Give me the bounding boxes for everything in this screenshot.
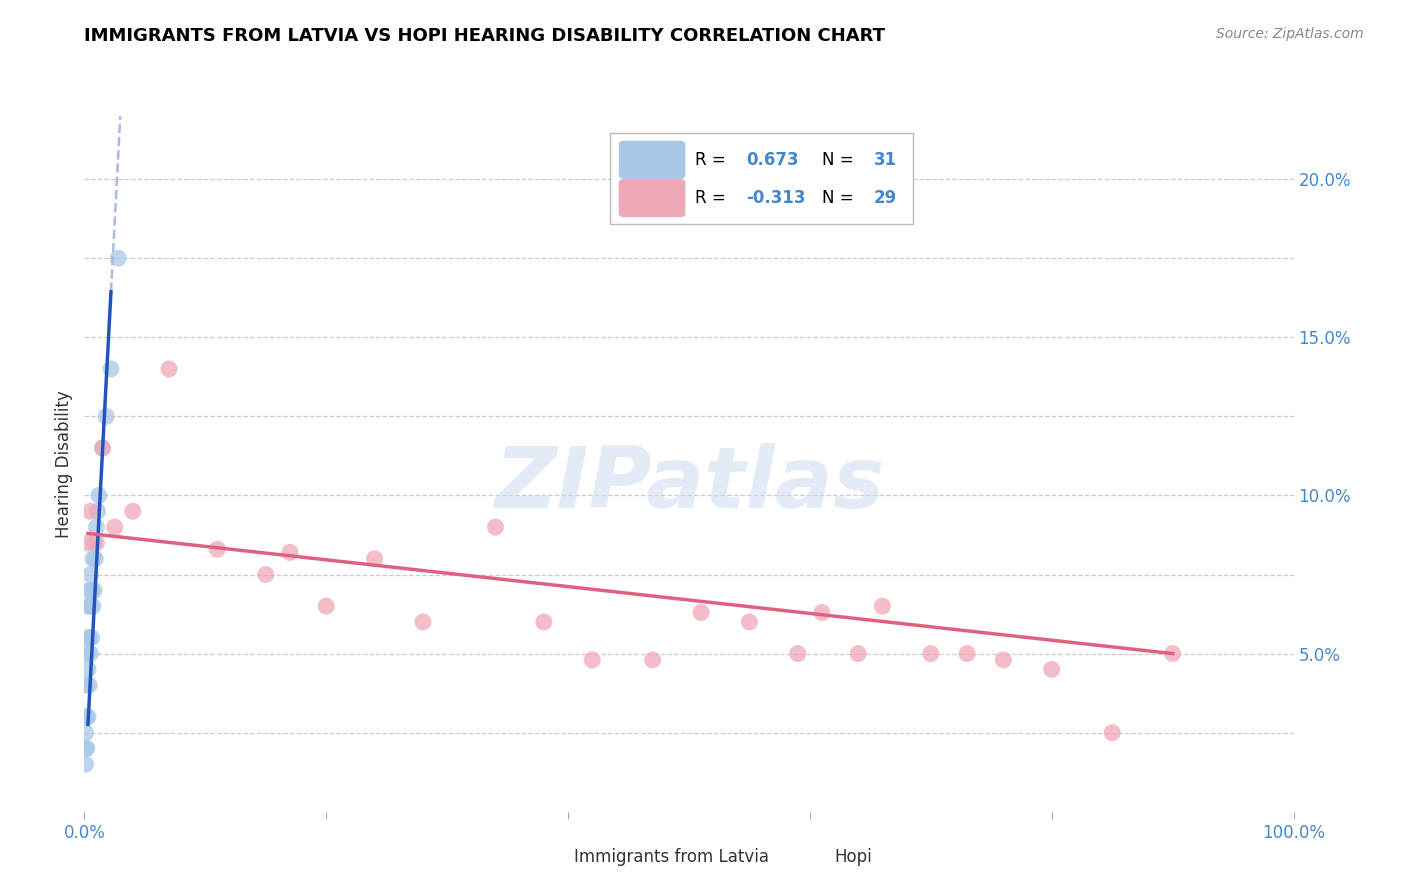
FancyBboxPatch shape — [770, 842, 825, 871]
Point — [91, 441, 114, 455]
Point — [100, 362, 122, 376]
Point — [77, 631, 100, 645]
Point — [86, 520, 108, 534]
Point — [121, 504, 143, 518]
Point — [484, 520, 506, 534]
Point — [80, 583, 103, 598]
FancyBboxPatch shape — [619, 179, 685, 217]
Point — [254, 567, 277, 582]
Text: Immigrants from Latvia: Immigrants from Latvia — [574, 848, 769, 866]
Point — [75, 741, 97, 756]
Text: 31: 31 — [875, 151, 897, 169]
Point — [738, 615, 761, 629]
Point — [79, 647, 101, 661]
Point — [77, 536, 100, 550]
Point — [77, 631, 100, 645]
Point — [86, 504, 108, 518]
Text: Hopi: Hopi — [834, 848, 872, 866]
Point — [86, 536, 108, 550]
Point — [75, 757, 97, 772]
Text: R =: R = — [695, 189, 731, 207]
Point — [79, 567, 101, 582]
Point — [84, 551, 107, 566]
Point — [956, 647, 979, 661]
Point — [94, 409, 117, 424]
Text: N =: N = — [823, 151, 859, 169]
Point — [76, 647, 98, 661]
Text: 0.673: 0.673 — [745, 151, 799, 169]
Point — [80, 631, 103, 645]
Point — [690, 606, 713, 620]
Point — [920, 647, 942, 661]
Point — [82, 551, 104, 566]
Text: ZIPatlas: ZIPatlas — [494, 443, 884, 526]
Point — [75, 725, 97, 739]
Point — [1101, 725, 1123, 739]
Point — [412, 615, 434, 629]
Point — [87, 488, 110, 502]
Point — [77, 662, 100, 676]
Text: 29: 29 — [875, 189, 897, 207]
Text: N =: N = — [823, 189, 859, 207]
Point — [91, 441, 114, 455]
Point — [641, 653, 664, 667]
Point — [872, 599, 894, 614]
FancyBboxPatch shape — [619, 141, 685, 179]
FancyBboxPatch shape — [610, 134, 912, 224]
Y-axis label: Hearing Disability: Hearing Disability — [55, 390, 73, 538]
Point — [811, 606, 834, 620]
Point — [77, 710, 100, 724]
Point — [157, 362, 180, 376]
Point — [83, 536, 105, 550]
Point — [77, 678, 100, 692]
Point — [533, 615, 555, 629]
Text: -0.313: -0.313 — [745, 189, 806, 207]
Point — [363, 551, 385, 566]
Text: Source: ZipAtlas.com: Source: ZipAtlas.com — [1216, 27, 1364, 41]
Point — [786, 647, 808, 661]
Point — [107, 252, 129, 266]
Point — [1040, 662, 1063, 676]
FancyBboxPatch shape — [510, 842, 565, 871]
Point — [82, 599, 104, 614]
Point — [581, 653, 603, 667]
Point — [79, 599, 101, 614]
Point — [278, 545, 301, 559]
Point — [104, 520, 127, 534]
Point — [77, 583, 100, 598]
Point — [76, 678, 98, 692]
Point — [77, 599, 100, 614]
Point — [993, 653, 1015, 667]
Point — [1161, 647, 1184, 661]
Text: IMMIGRANTS FROM LATVIA VS HOPI HEARING DISABILITY CORRELATION CHART: IMMIGRANTS FROM LATVIA VS HOPI HEARING D… — [84, 27, 886, 45]
Text: R =: R = — [695, 151, 731, 169]
Point — [83, 583, 105, 598]
Point — [79, 504, 101, 518]
Point — [76, 741, 98, 756]
Point — [315, 599, 337, 614]
Point — [76, 710, 98, 724]
Point — [846, 647, 869, 661]
Point — [207, 542, 229, 557]
